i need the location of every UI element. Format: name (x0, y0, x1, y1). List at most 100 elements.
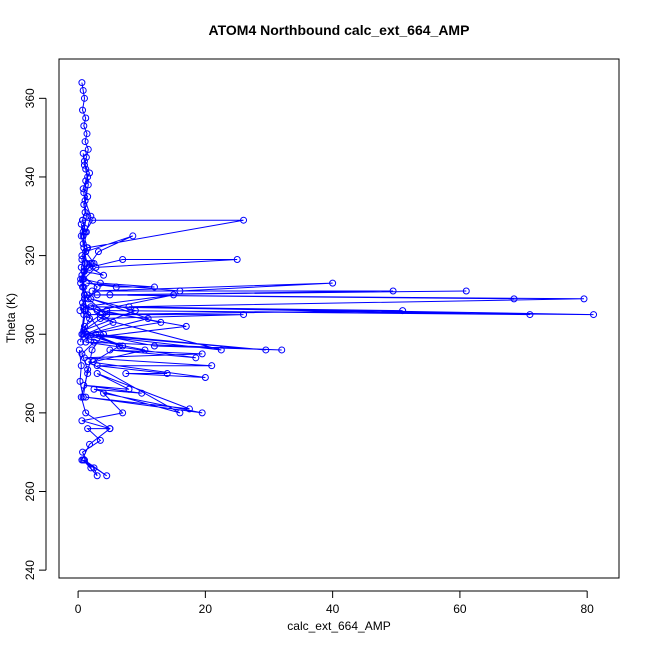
data-point (80, 307, 88, 315)
data-point (77, 338, 85, 346)
data-point (89, 216, 97, 224)
data-point (80, 200, 88, 208)
data-point (84, 425, 92, 433)
data-point (93, 370, 101, 378)
data-point (510, 295, 518, 303)
data-point (192, 354, 200, 362)
data-point (240, 311, 248, 319)
data-point (240, 216, 248, 224)
data-point (87, 212, 95, 220)
series-line (80, 153, 594, 477)
y-tick-label: 320 (23, 245, 37, 265)
y-tick-label: 240 (23, 560, 37, 580)
data-point (208, 362, 216, 370)
data-point (119, 256, 127, 264)
x-tick-label: 0 (75, 602, 82, 616)
data-point (84, 145, 92, 153)
data-point (81, 138, 89, 146)
data-point (389, 287, 397, 295)
data-point (93, 472, 101, 480)
data-point (262, 346, 270, 354)
y-tick-label: 260 (23, 481, 37, 501)
data-point (198, 350, 206, 358)
data-point (83, 130, 91, 138)
data-point (93, 283, 101, 291)
data-point (94, 248, 102, 256)
data-point (79, 106, 87, 114)
data-point (88, 259, 96, 267)
x-axis: 0 20 40 60 80 (75, 590, 595, 616)
data-point (87, 464, 95, 472)
data-point (78, 350, 86, 358)
data-point (77, 275, 85, 283)
data-point (115, 342, 123, 350)
data-point (93, 307, 101, 315)
data-point (399, 307, 407, 315)
data-point (112, 283, 120, 291)
y-axis: 240 260 280 300 320 340 360 (23, 88, 47, 580)
data-point (144, 315, 152, 322)
data-point (82, 338, 90, 346)
data-point (103, 472, 111, 480)
data-point (198, 409, 206, 417)
data-point (88, 346, 96, 354)
data-point (76, 377, 84, 385)
data-point (80, 326, 88, 334)
data-point (163, 370, 171, 378)
data-point (92, 263, 100, 271)
data-point (119, 342, 127, 350)
data-point (82, 248, 90, 256)
data-point (157, 318, 165, 326)
data-point (81, 228, 89, 236)
data-point (79, 86, 87, 94)
data-point (138, 389, 146, 397)
data-point (79, 228, 87, 236)
data-point (329, 279, 337, 287)
data-point (79, 185, 87, 193)
data-point (84, 173, 92, 181)
data-point (176, 409, 184, 417)
data-point (90, 259, 98, 267)
data-point (82, 114, 90, 122)
data-point (76, 307, 84, 315)
data-point (176, 287, 184, 295)
data-point (100, 271, 108, 279)
chart-title: ATOM4 Northbound calc_ext_664_AMP (209, 22, 470, 38)
data-point (81, 208, 89, 216)
data-point (170, 291, 178, 299)
data-point (150, 342, 158, 350)
x-tick-label: 80 (581, 602, 595, 616)
data-point (106, 425, 114, 433)
data-point (90, 338, 98, 346)
data-point (79, 393, 87, 401)
data-point (201, 373, 209, 381)
data-point (78, 79, 86, 87)
data-point (79, 299, 87, 307)
data-point (119, 409, 127, 417)
data-point (80, 161, 88, 169)
x-tick-label: 60 (453, 602, 467, 616)
data-point (125, 385, 133, 393)
data-point (185, 405, 193, 413)
plot-frame (58, 58, 620, 579)
y-tick-label: 360 (23, 88, 37, 108)
data-point (233, 256, 241, 264)
data-point (80, 94, 88, 102)
y-axis-label: Theta (K) (4, 293, 18, 343)
plot-area (75, 79, 598, 480)
x-tick-label: 40 (326, 602, 340, 616)
data-point (90, 385, 98, 393)
data-point (80, 224, 88, 232)
data-point (83, 291, 91, 299)
data-point (79, 216, 87, 224)
data-point (79, 448, 87, 456)
y-tick-label: 280 (23, 403, 37, 423)
data-point (78, 256, 86, 264)
data-point (86, 440, 94, 448)
data-point (82, 165, 90, 173)
data-point (77, 232, 85, 240)
data-point (84, 295, 92, 303)
data-point (580, 295, 588, 303)
data-point (96, 436, 104, 444)
